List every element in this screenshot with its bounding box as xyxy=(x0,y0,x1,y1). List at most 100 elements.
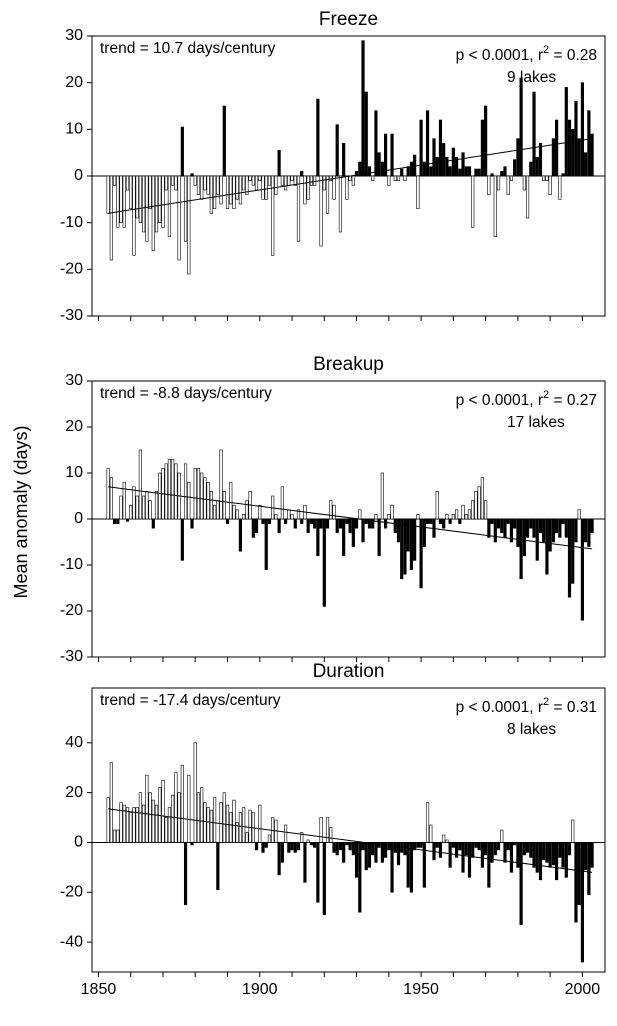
bar xyxy=(245,175,249,195)
bar xyxy=(132,486,136,520)
bar xyxy=(296,175,301,242)
bar xyxy=(454,157,459,177)
bar xyxy=(503,842,507,863)
bar xyxy=(203,175,207,191)
bar xyxy=(206,175,210,195)
bar xyxy=(361,842,365,851)
bar xyxy=(254,175,259,191)
bar xyxy=(242,175,246,191)
bar xyxy=(109,175,113,261)
bar xyxy=(251,518,255,538)
bar xyxy=(283,175,288,191)
bar xyxy=(477,842,481,851)
bar xyxy=(206,481,210,520)
bar xyxy=(396,175,401,181)
bar xyxy=(567,119,572,177)
bar xyxy=(429,166,433,177)
bar xyxy=(245,832,249,843)
bar xyxy=(358,509,362,520)
bar xyxy=(474,491,478,520)
bar xyxy=(145,491,149,520)
bar xyxy=(261,175,265,200)
bar xyxy=(132,175,136,256)
bar xyxy=(132,807,136,843)
bar xyxy=(422,842,426,888)
bar xyxy=(296,509,301,520)
bar xyxy=(380,842,384,863)
bar xyxy=(325,518,330,529)
bar xyxy=(293,518,297,529)
bar xyxy=(567,842,572,856)
bar xyxy=(303,175,307,205)
x-tick-label: 1900 xyxy=(242,981,278,998)
bar xyxy=(500,171,504,177)
bar xyxy=(380,472,384,520)
bar xyxy=(106,797,110,843)
y-tick-label: -10 xyxy=(60,214,83,231)
bar xyxy=(574,101,578,177)
bar xyxy=(303,842,307,883)
bar xyxy=(183,175,188,242)
bar xyxy=(503,518,507,538)
bar xyxy=(348,518,352,534)
bar xyxy=(374,842,378,863)
bar xyxy=(219,449,223,520)
bar xyxy=(277,150,281,177)
bar xyxy=(538,143,543,177)
bar xyxy=(319,175,323,247)
bar xyxy=(209,175,213,214)
y-tick-label: 0 xyxy=(74,167,83,184)
bar xyxy=(419,842,423,848)
bar xyxy=(480,119,484,177)
bar xyxy=(238,175,243,205)
panel-title: Breakup xyxy=(313,354,384,375)
bar xyxy=(490,842,494,863)
bar xyxy=(213,797,217,843)
bar xyxy=(474,168,478,177)
bar xyxy=(258,804,262,843)
bar xyxy=(555,119,559,177)
bar xyxy=(135,495,139,520)
bar xyxy=(487,842,491,888)
bar xyxy=(264,842,268,848)
bar xyxy=(484,105,488,177)
bar xyxy=(203,802,207,843)
bar xyxy=(364,518,368,524)
bar xyxy=(551,518,555,543)
y-tick-label: 0 xyxy=(74,510,83,527)
bar xyxy=(396,842,401,866)
bar xyxy=(416,842,420,848)
bar xyxy=(535,842,539,873)
bar xyxy=(574,518,578,543)
bar xyxy=(267,175,272,186)
bar xyxy=(500,829,504,843)
bar xyxy=(422,518,426,547)
bar xyxy=(171,794,175,843)
bar xyxy=(322,842,326,916)
bar xyxy=(142,175,146,233)
bar xyxy=(464,166,468,177)
bar xyxy=(335,124,339,177)
bar xyxy=(138,792,142,843)
bar xyxy=(229,175,233,205)
bar xyxy=(374,514,378,520)
bar xyxy=(538,518,543,534)
bar xyxy=(248,809,252,843)
bar xyxy=(187,481,191,520)
bar xyxy=(200,472,204,520)
bar xyxy=(335,842,339,856)
bar xyxy=(454,842,459,858)
bar xyxy=(222,792,226,843)
bar xyxy=(451,842,455,848)
bar xyxy=(338,842,343,851)
bar xyxy=(448,518,452,524)
bar xyxy=(342,143,346,177)
bar xyxy=(584,152,588,177)
bar xyxy=(190,173,194,177)
bar xyxy=(522,518,526,557)
lakes-annotation: 9 lakes xyxy=(507,69,556,86)
bar xyxy=(361,518,365,543)
bar xyxy=(403,842,407,856)
bar xyxy=(445,157,449,177)
bar xyxy=(338,518,343,529)
